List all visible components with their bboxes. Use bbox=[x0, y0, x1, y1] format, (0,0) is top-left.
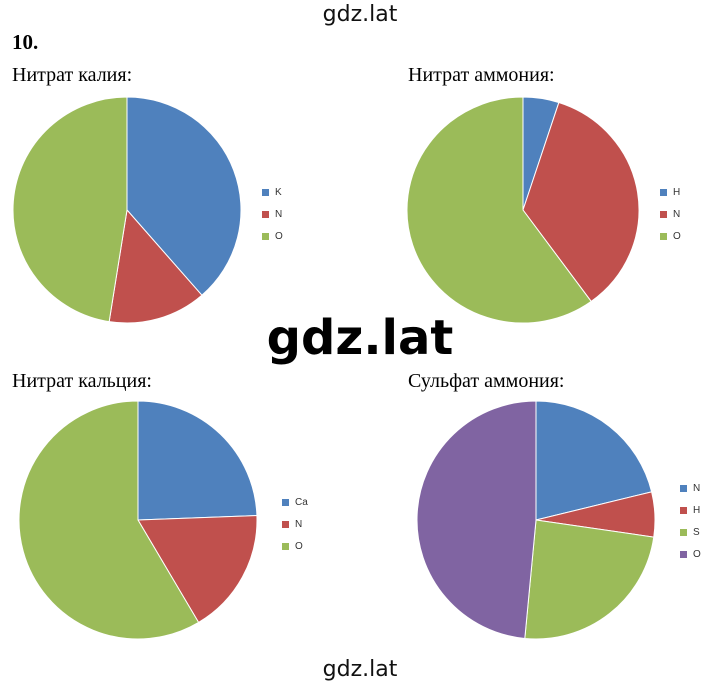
legend-swatch bbox=[680, 550, 687, 558]
legend-swatch bbox=[262, 188, 269, 196]
legend-swatch bbox=[282, 498, 289, 506]
legend-swatch bbox=[660, 232, 667, 240]
legend-label: O bbox=[275, 230, 283, 242]
pie-slice-k bbox=[126, 96, 242, 296]
pie-slice-ca bbox=[137, 400, 258, 521]
legend-item-n: N bbox=[282, 513, 308, 535]
problem-number: 10. bbox=[12, 30, 39, 54]
watermark-bottom: gdz.lat bbox=[322, 657, 398, 682]
legend-swatch bbox=[262, 210, 269, 218]
legend-item-s: S bbox=[680, 521, 701, 543]
legend-item-n: N bbox=[680, 477, 701, 499]
pie-slice-s bbox=[524, 519, 655, 640]
chart-title-ammonium-sulfate: Сульфат аммония: bbox=[408, 370, 565, 392]
legend-swatch bbox=[660, 210, 667, 218]
legend-label: K bbox=[275, 186, 282, 198]
legend-item-o: O bbox=[680, 543, 701, 565]
legend-calcium-nitrate: Ca N O bbox=[282, 491, 308, 557]
legend-label: O bbox=[693, 548, 701, 560]
pie-slice-o bbox=[416, 400, 537, 640]
pie-slice-n bbox=[535, 400, 653, 521]
legend-item-h: H bbox=[680, 499, 701, 521]
legend-label: Ca bbox=[295, 496, 308, 508]
legend-swatch bbox=[262, 232, 269, 240]
legend-label: S bbox=[693, 526, 700, 538]
pie-chart-ammonium-nitrate bbox=[406, 96, 640, 324]
legend-label: N bbox=[693, 482, 701, 494]
pie-slice-n bbox=[137, 514, 258, 624]
legend-swatch bbox=[680, 528, 687, 536]
legend-item-o: O bbox=[262, 225, 283, 247]
legend-item-ca: Ca bbox=[282, 491, 308, 513]
legend-item-o: O bbox=[660, 225, 681, 247]
legend-swatch bbox=[282, 520, 289, 528]
chart-title-potassium-nitrate: Нитрат калия: bbox=[12, 64, 133, 86]
legend-label: N bbox=[295, 518, 303, 530]
pie-slice-n bbox=[108, 208, 203, 324]
legend-swatch bbox=[680, 506, 687, 514]
legend-label: N bbox=[275, 208, 283, 220]
chart-title-ammonium-nitrate: Нитрат аммония: bbox=[408, 64, 555, 86]
pie-chart-potassium-nitrate bbox=[12, 96, 242, 324]
legend-swatch bbox=[282, 542, 289, 550]
watermark-top: gdz.lat bbox=[322, 2, 398, 27]
pie-chart-calcium-nitrate bbox=[18, 400, 258, 640]
legend-swatch bbox=[660, 188, 667, 196]
legend-label: O bbox=[673, 230, 681, 242]
pie-slice-o bbox=[12, 96, 128, 323]
pie-slice-n bbox=[522, 101, 640, 303]
legend-label: H bbox=[693, 504, 701, 516]
legend-swatch bbox=[680, 484, 687, 492]
chart-title-calcium-nitrate: Нитрат кальция: bbox=[12, 370, 152, 392]
legend-item-k: K bbox=[262, 181, 283, 203]
legend-item-h: H bbox=[660, 181, 681, 203]
pie-chart-ammonium-sulfate bbox=[416, 400, 656, 640]
legend-item-o: O bbox=[282, 535, 308, 557]
legend-item-n: N bbox=[660, 203, 681, 225]
pie-slice-o bbox=[406, 96, 592, 324]
pie-slice-o bbox=[18, 400, 200, 640]
legend-item-n: N bbox=[262, 203, 283, 225]
legend-label: N bbox=[673, 208, 681, 220]
legend-label: O bbox=[295, 540, 303, 552]
watermark-middle: gdz.lat bbox=[266, 310, 454, 366]
legend-label: H bbox=[673, 186, 681, 198]
